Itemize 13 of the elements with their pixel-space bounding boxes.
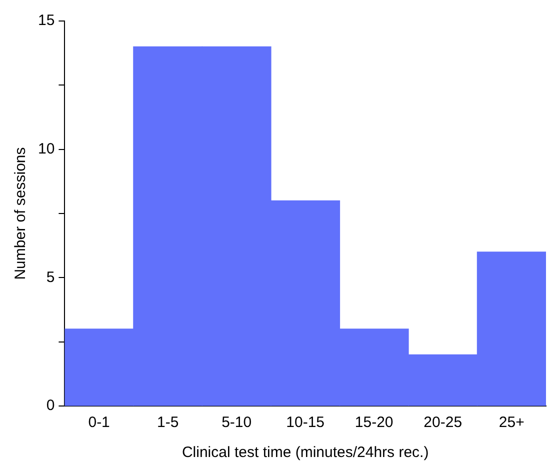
y-tick-label: 0 xyxy=(46,397,55,414)
x-tick-label: 25+ xyxy=(498,414,525,432)
y-tick-label: 10 xyxy=(38,140,55,158)
x-tick-label: 15-20 xyxy=(354,414,394,432)
y-axis-title: Number of sessions xyxy=(12,147,30,280)
x-tick-label: 10-15 xyxy=(286,414,325,432)
y-tick-label: 5 xyxy=(46,268,55,286)
x-axis-title: Clinical test time (minutes/24hrs rec.) xyxy=(182,444,429,462)
x-tick-label: 1-5 xyxy=(156,414,179,432)
x-tick-label: 5-10 xyxy=(222,414,252,432)
y-tick-label: 15 xyxy=(38,12,55,30)
x-tick-label: 20-25 xyxy=(424,414,462,432)
x-tick-label: 0-1 xyxy=(88,414,110,432)
